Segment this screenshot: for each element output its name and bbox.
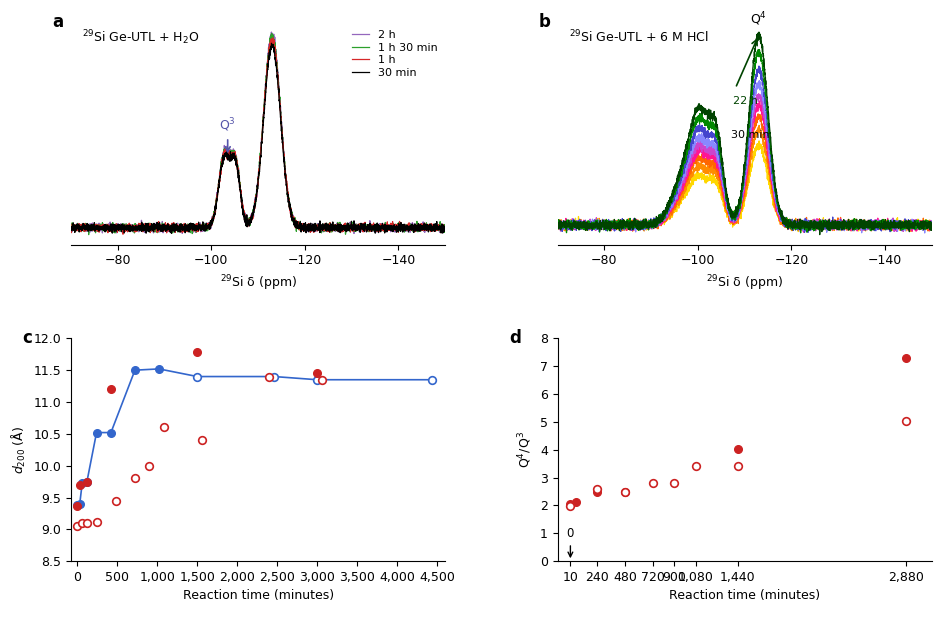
2 h	[266, 28, 277, 36]
1 h 30 min	[225, 149, 236, 156]
Text: d: d	[509, 329, 520, 347]
1 h 30 min	[432, 223, 444, 230]
1 h 30 min	[440, 225, 451, 233]
Line: 1 h: 1 h	[71, 38, 446, 234]
2 h	[432, 223, 444, 231]
Text: $^{29}$Si Ge-UTL + 6 M HCl: $^{29}$Si Ge-UTL + 6 M HCl	[569, 29, 709, 45]
1 h 30 min	[108, 223, 119, 231]
30 min	[440, 223, 451, 231]
1 h	[393, 224, 404, 232]
1 h 30 min	[65, 224, 77, 232]
1 h	[65, 221, 77, 228]
2 h	[108, 224, 119, 232]
30 min	[432, 223, 444, 231]
X-axis label: Reaction time (minutes): Reaction time (minutes)	[183, 589, 334, 603]
1 h	[117, 231, 129, 238]
X-axis label: Reaction time (minutes): Reaction time (minutes)	[669, 589, 820, 603]
30 min	[266, 40, 277, 47]
2 h	[65, 221, 77, 228]
30 min	[393, 223, 404, 230]
30 min	[225, 155, 236, 163]
1 h	[440, 223, 451, 230]
X-axis label: $^{29}$Si δ (ppm): $^{29}$Si δ (ppm)	[219, 273, 297, 293]
Text: b: b	[539, 13, 551, 31]
30 min	[209, 209, 220, 217]
Y-axis label: $d_{200}$ (Å): $d_{200}$ (Å)	[9, 426, 27, 474]
1 h 30 min	[266, 29, 277, 37]
2 h	[131, 221, 142, 229]
1 h	[432, 221, 444, 229]
Text: Q$^3$: Q$^3$	[219, 117, 236, 152]
Legend: 2 h, 1 h 30 min, 1 h, 30 min: 2 h, 1 h 30 min, 1 h, 30 min	[348, 25, 442, 83]
Text: $^{29}$Si Ge-UTL + H$_2$O: $^{29}$Si Ge-UTL + H$_2$O	[82, 29, 200, 47]
1 h 30 min	[131, 223, 142, 230]
1 h 30 min	[83, 231, 95, 238]
1 h	[225, 156, 236, 164]
2 h	[348, 229, 359, 237]
Y-axis label: Q$^4$/Q$^3$: Q$^4$/Q$^3$	[517, 431, 534, 468]
Line: 30 min: 30 min	[71, 43, 446, 233]
Text: a: a	[52, 13, 63, 31]
30 min	[140, 229, 151, 237]
2 h	[440, 226, 451, 234]
Text: c: c	[23, 329, 32, 347]
2 h	[209, 209, 220, 217]
2 h	[393, 223, 404, 231]
Line: 2 h: 2 h	[71, 32, 446, 233]
Text: 0: 0	[567, 527, 574, 557]
1 h	[108, 226, 119, 234]
30 min	[108, 226, 119, 234]
1 h	[131, 225, 142, 233]
Line: 1 h 30 min: 1 h 30 min	[71, 33, 446, 234]
Text: 30 min: 30 min	[730, 130, 769, 140]
Text: Q$^4$: Q$^4$	[750, 10, 767, 28]
1 h	[267, 34, 278, 41]
1 h 30 min	[393, 219, 404, 227]
X-axis label: $^{29}$Si δ (ppm): $^{29}$Si δ (ppm)	[706, 273, 783, 293]
Text: 22 h: 22 h	[733, 96, 758, 106]
1 h	[209, 209, 220, 217]
2 h	[225, 149, 236, 156]
30 min	[131, 226, 142, 234]
30 min	[65, 224, 77, 231]
1 h 30 min	[209, 208, 220, 215]
